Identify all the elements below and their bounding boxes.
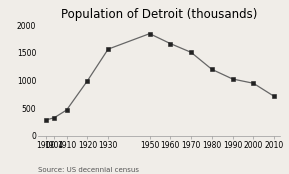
Title: Population of Detroit (thousands): Population of Detroit (thousands)	[61, 9, 257, 21]
Text: Source: US decennial census: Source: US decennial census	[38, 167, 138, 173]
